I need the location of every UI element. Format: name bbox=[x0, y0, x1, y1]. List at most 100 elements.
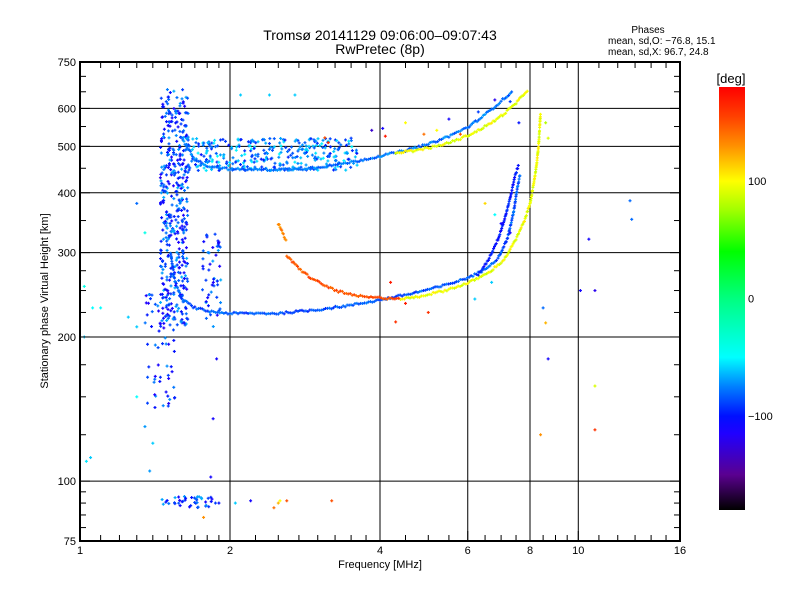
cluster-point bbox=[178, 261, 181, 264]
cluster-point bbox=[185, 257, 188, 260]
cluster-point bbox=[287, 156, 290, 159]
cluster-point bbox=[202, 155, 205, 158]
cluster-point bbox=[179, 227, 182, 230]
cluster-point bbox=[306, 155, 309, 158]
cluster-point bbox=[279, 144, 282, 147]
cluster-point bbox=[172, 197, 175, 200]
cluster-point bbox=[174, 116, 177, 119]
cluster-point bbox=[271, 149, 274, 152]
cluster-point bbox=[160, 277, 163, 280]
cluster-point bbox=[176, 323, 179, 326]
cluster-point bbox=[162, 326, 165, 329]
cluster-point bbox=[240, 154, 243, 157]
cluster-point bbox=[180, 122, 183, 125]
cluster-point bbox=[291, 156, 294, 159]
cluster-point bbox=[172, 90, 175, 93]
cluster-point bbox=[209, 313, 212, 316]
cluster-point bbox=[170, 365, 173, 368]
cluster-point bbox=[165, 390, 168, 393]
cluster-point bbox=[175, 204, 178, 207]
cluster-point bbox=[195, 137, 198, 140]
cluster-point bbox=[344, 138, 347, 141]
cluster-point bbox=[202, 240, 205, 243]
cluster-point bbox=[183, 159, 186, 162]
cluster-point bbox=[154, 375, 157, 378]
cluster-point bbox=[171, 114, 174, 117]
cluster-point bbox=[177, 215, 180, 218]
scatter-point bbox=[135, 325, 138, 328]
cluster-point bbox=[194, 141, 197, 144]
cluster-point bbox=[211, 246, 214, 249]
cluster-point bbox=[209, 155, 212, 158]
cluster-point bbox=[172, 107, 175, 110]
cluster-point bbox=[159, 179, 162, 182]
cluster-point bbox=[186, 186, 189, 189]
cluster-point bbox=[288, 148, 291, 151]
cluster-point bbox=[178, 130, 181, 133]
trace-point bbox=[439, 285, 442, 288]
cluster-point bbox=[322, 152, 325, 155]
cluster-point bbox=[150, 325, 153, 328]
cluster-point bbox=[181, 225, 184, 228]
cluster-point bbox=[207, 497, 210, 500]
cluster-point bbox=[173, 215, 176, 218]
cluster-point bbox=[279, 137, 282, 140]
cluster-point bbox=[162, 196, 165, 199]
cluster-point bbox=[224, 140, 227, 143]
cluster-point bbox=[181, 280, 184, 283]
cluster-point bbox=[146, 402, 149, 405]
stats-o-line: mean, sd,O: −76.8, 15.1 bbox=[608, 36, 716, 47]
cluster-point bbox=[356, 164, 359, 167]
trace-point bbox=[225, 166, 228, 169]
cluster-point bbox=[183, 189, 186, 192]
cluster-point bbox=[296, 162, 299, 165]
cluster-point bbox=[351, 149, 354, 152]
cluster-point bbox=[216, 155, 219, 158]
cluster-point bbox=[169, 284, 172, 287]
scatter-point bbox=[99, 306, 102, 309]
cluster-point bbox=[153, 378, 156, 381]
cluster-point bbox=[169, 168, 172, 171]
cluster-point bbox=[354, 155, 357, 158]
cluster-point bbox=[165, 173, 168, 176]
trace-point bbox=[512, 183, 515, 186]
cluster-point bbox=[161, 272, 164, 275]
cluster-point bbox=[162, 503, 165, 506]
cluster-point bbox=[165, 210, 168, 213]
cluster-point bbox=[161, 268, 164, 271]
cluster-point bbox=[282, 163, 285, 166]
trace-point bbox=[536, 156, 539, 159]
cluster-point bbox=[160, 216, 163, 219]
cluster-point bbox=[177, 307, 180, 310]
cluster-point bbox=[299, 145, 302, 148]
cluster-point bbox=[166, 192, 169, 195]
trace-point bbox=[341, 290, 344, 293]
cluster-point bbox=[219, 153, 222, 156]
cluster-point bbox=[184, 237, 187, 240]
cluster-point bbox=[291, 152, 294, 155]
cluster-point bbox=[202, 267, 205, 270]
cluster-point bbox=[216, 280, 219, 283]
cluster-point bbox=[167, 136, 170, 139]
cluster-point bbox=[186, 176, 189, 179]
cluster-point bbox=[317, 137, 320, 140]
cluster-point bbox=[186, 214, 189, 217]
cluster-point bbox=[171, 370, 174, 373]
cluster-point bbox=[172, 153, 175, 156]
cluster-point bbox=[329, 145, 332, 148]
cluster-point bbox=[210, 291, 213, 294]
trace-point bbox=[513, 176, 516, 179]
cluster-point bbox=[293, 161, 296, 164]
scatter-point bbox=[151, 442, 154, 445]
cluster-point bbox=[212, 142, 215, 145]
cluster-point bbox=[246, 165, 249, 168]
cluster-point bbox=[165, 278, 168, 281]
trace-point bbox=[325, 285, 328, 288]
cluster-point bbox=[177, 241, 180, 244]
cluster-point bbox=[337, 141, 340, 144]
cluster-point bbox=[172, 339, 175, 342]
cluster-point bbox=[219, 301, 222, 304]
cluster-point bbox=[326, 159, 329, 162]
cluster-point bbox=[161, 498, 164, 501]
cluster-point bbox=[314, 152, 317, 155]
